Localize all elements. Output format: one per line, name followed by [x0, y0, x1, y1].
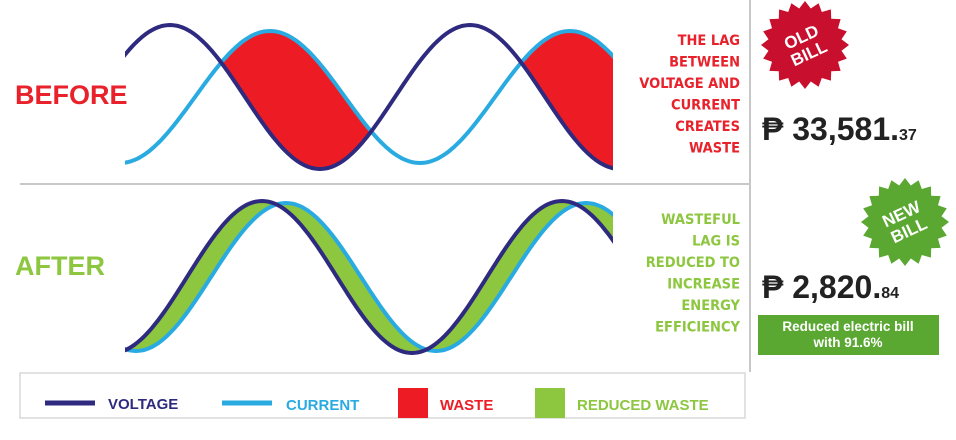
- current-wave: [125, 200, 613, 354]
- description-line: ENERGY: [681, 298, 740, 314]
- waste-area: [220, 31, 370, 169]
- description-line: CURRENT: [671, 98, 740, 114]
- badge-star: [761, 1, 849, 89]
- description-line: WASTE: [689, 141, 740, 157]
- description-line: EFFICIENCY: [655, 320, 740, 336]
- badge-star: [861, 178, 949, 266]
- price-cents: 37: [899, 127, 917, 144]
- before-waves: [125, 22, 613, 172]
- legend-waste-swatch: [398, 388, 428, 418]
- waste-area: [520, 31, 613, 169]
- legend-label: REDUCED WASTE: [577, 397, 709, 414]
- description-line: LAG IS: [692, 234, 740, 250]
- voltage-wave: [125, 22, 613, 172]
- savings-note: Reduced electric bill: [782, 319, 913, 334]
- legend-label: WASTE: [440, 397, 493, 414]
- after-waves: [125, 198, 613, 356]
- description-line: THE LAG: [678, 33, 740, 49]
- legend-label: CURRENT: [286, 397, 359, 414]
- legend-box: [19, 372, 746, 419]
- currency: ₱: [762, 111, 784, 147]
- description-line: CREATES: [675, 119, 740, 135]
- before-label: BEFORE: [15, 80, 128, 110]
- description-line: BETWEEN: [669, 55, 740, 71]
- price-whole: 33,581.: [792, 111, 899, 147]
- price-cents: 84: [881, 285, 899, 302]
- legend-label: VOLTAGE: [108, 396, 178, 413]
- legend-reduced-swatch: [535, 388, 565, 418]
- description-line: INCREASE: [667, 277, 740, 293]
- voltage-wave: [125, 198, 613, 356]
- savings-note: with 91.6%: [812, 335, 882, 350]
- description-line: VOLTAGE AND: [639, 76, 740, 92]
- currency: ₱: [762, 269, 784, 305]
- savings-box: [758, 315, 939, 355]
- new-price: ₱ 2,820.84: [762, 269, 899, 305]
- after-label: AFTER: [15, 251, 105, 281]
- price-whole: 2,820.: [792, 269, 881, 305]
- description-line: WASTEFUL: [661, 212, 740, 228]
- description-line: REDUCED TO: [646, 255, 740, 271]
- old-price: ₱ 33,581.37: [762, 111, 917, 147]
